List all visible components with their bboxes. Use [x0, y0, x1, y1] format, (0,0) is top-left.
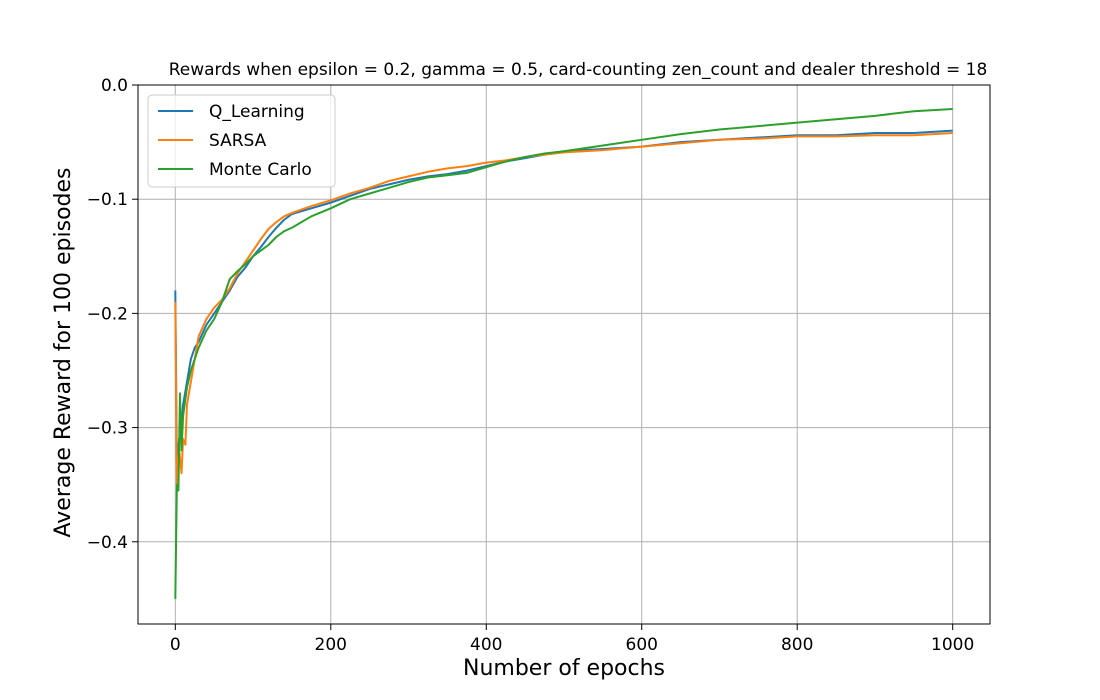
x-tick-label-2: 400 — [470, 635, 502, 655]
series-line-sarsa — [174, 131, 953, 486]
ticks: 0 200 400 600 800 1000 0.0 −0.1 −0.2 −0.3 −0.4 — [87, 76, 975, 655]
x-tick-label-3: 600 — [626, 635, 658, 655]
legend-label-q-learning: Q_Learning — [209, 102, 305, 122]
plot-frame — [137, 84, 991, 625]
legend: Q_Learning SARSA Monte Carlo — [147, 94, 336, 188]
legend-label-sarsa: SARSA — [209, 131, 267, 151]
x-tick-label-4: 800 — [781, 635, 813, 655]
y-tick-label-2: −0.2 — [87, 304, 128, 324]
legend-label-monte-carlo: Monte Carlo — [209, 160, 312, 180]
y-tick-label-1: −0.1 — [87, 190, 128, 210]
grid — [138, 84, 990, 624]
x-tick-label-1: 200 — [315, 635, 347, 655]
series-lines — [174, 107, 953, 599]
y-tick-label-3: −0.3 — [87, 419, 128, 439]
chart-title: Rewards when epsilon = 0.2, gamma = 0.5,… — [169, 60, 988, 80]
y-tick-label-0: 0.0 — [101, 76, 128, 96]
series-line-monte-carlo — [174, 107, 953, 599]
x-tick-label-0: 0 — [170, 635, 181, 655]
y-axis-label: Average Reward for 100 episodes — [51, 168, 76, 538]
x-axis-label: Number of epochs — [463, 656, 665, 681]
x-tick-label-5: 1000 — [931, 635, 974, 655]
legend-box — [147, 94, 336, 188]
y-tick-label-4: −0.4 — [87, 533, 128, 553]
